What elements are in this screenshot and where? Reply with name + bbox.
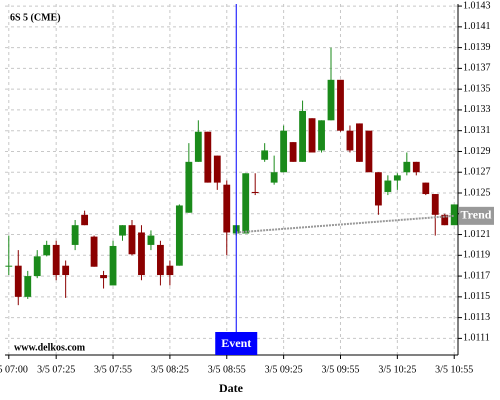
candle-body [62, 265, 70, 276]
event-label: Event [221, 336, 251, 350]
x-tick-label: 3/5 10:55 [435, 364, 473, 375]
trend-line [236, 214, 455, 234]
y-tick-label: 1.0131 [463, 125, 491, 136]
candle-body [261, 150, 269, 160]
candle-body [403, 161, 411, 173]
x-tick-label: 3/5 07:25 [37, 364, 75, 375]
candle-body [33, 256, 41, 277]
x-tick-label: 3/5 07:55 [94, 364, 132, 375]
candle-body [242, 173, 250, 234]
candle-body [308, 118, 316, 153]
candle-body [327, 79, 335, 121]
candle-body [213, 155, 221, 183]
watermark: www.delkos.com [14, 342, 86, 353]
candle-body [43, 244, 51, 256]
y-tick-label: 1.0111 [463, 333, 490, 344]
x-tick-label: 3/5 09:55 [321, 364, 359, 375]
y-tick-label: 1.0127 [463, 167, 491, 178]
y-tick-label: 1.0139 [463, 42, 491, 53]
candle-body [194, 131, 202, 162]
candle-body [147, 235, 155, 245]
candle-body [138, 232, 145, 276]
candle-body [14, 265, 22, 297]
candle-body [185, 161, 193, 213]
x-tick-label: 3/5 08:55 [208, 364, 246, 375]
candle-body [356, 123, 363, 162]
candle-body [5, 265, 13, 267]
candle-body [100, 275, 107, 279]
candle-body [289, 142, 297, 162]
candle-body [441, 214, 449, 226]
candle-body [166, 265, 174, 276]
x-tick-label: 3/5 07:00 [0, 364, 28, 375]
candle-body [81, 214, 89, 226]
candle-body [365, 130, 373, 173]
candle-body [119, 225, 126, 236]
candle-body [109, 245, 117, 286]
candle-body [223, 184, 231, 233]
candle-body [374, 172, 382, 206]
candle-body [71, 225, 79, 245]
candle-body [346, 130, 354, 151]
y-tick-label: 1.0141 [463, 21, 491, 32]
trend-label-box [459, 206, 494, 225]
candle-body [318, 120, 325, 151]
y-tick-label: 1.0133 [463, 104, 491, 115]
candle-body [280, 130, 288, 173]
y-tick-label: 1.0125 [463, 187, 491, 198]
candle-body [24, 276, 32, 297]
candle-body [412, 161, 420, 173]
candle-body [431, 194, 439, 215]
chart-title: 6S 5 (CME) [10, 12, 61, 23]
plot-area [5, 47, 458, 306]
candle-body [422, 182, 430, 195]
candle-body [337, 79, 344, 131]
candle-body [251, 191, 259, 193]
x-tick-label: 3/5 09:25 [265, 364, 303, 375]
candle-body [204, 131, 212, 183]
candle-body [128, 225, 136, 255]
candle-body [90, 236, 98, 267]
candle-body [299, 110, 306, 162]
y-tick-label: 1.0143 [463, 0, 491, 11]
candle-body [393, 175, 401, 181]
y-tick-label: 1.0129 [463, 146, 491, 157]
event-label-box [215, 332, 258, 355]
candle-body [270, 172, 278, 183]
y-tick-label: 1.0117 [463, 270, 490, 281]
y-tick-label: 1.0119 [463, 250, 490, 261]
y-tick-label: 1.0137 [463, 63, 491, 74]
candle-body [157, 244, 164, 276]
x-tick-label: 3/5 08:25 [151, 364, 189, 375]
trend-label: Trend [461, 208, 492, 222]
candle-body [52, 244, 60, 276]
candle-body [384, 180, 392, 192]
y-tick-label: 1.0135 [463, 83, 491, 94]
y-tick-label: 1.0121 [463, 229, 491, 240]
y-tick-label: 1.0113 [463, 312, 490, 323]
y-tick-label: 1.0115 [463, 291, 490, 302]
x-tick-label: 3/5 10:25 [378, 364, 416, 375]
candle-body [450, 204, 458, 226]
x-axis-title: Date [219, 381, 244, 395]
candle-body [175, 205, 183, 266]
